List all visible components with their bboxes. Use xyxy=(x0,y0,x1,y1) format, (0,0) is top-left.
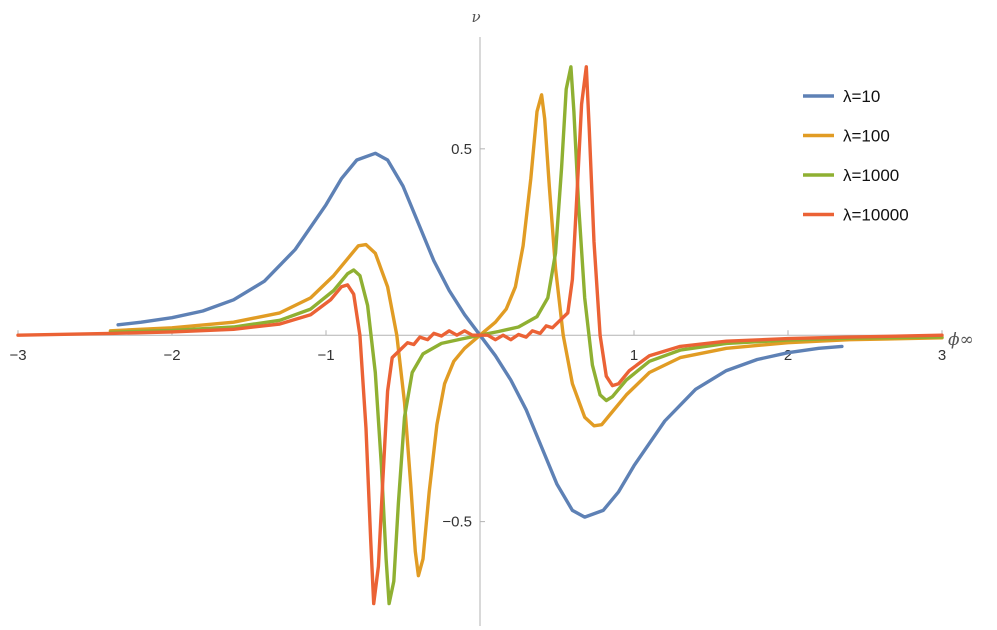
x-tick-label: −3 xyxy=(9,347,26,364)
legend-label: λ=1000 xyxy=(843,166,899,185)
x-tick-label: 3 xyxy=(938,347,946,364)
x-tick-label: −1 xyxy=(317,347,334,364)
x-tick-label: 1 xyxy=(630,347,638,364)
legend-label: λ=10000 xyxy=(843,206,909,225)
series-line-3 xyxy=(108,65,944,606)
legend-label: λ=10 xyxy=(843,87,880,106)
x-tick-label: 2 xyxy=(784,347,792,364)
x-axis-label: ϕ∞ xyxy=(948,330,974,350)
series-line-4 xyxy=(16,65,944,606)
legend: λ=10 λ=100 λ=1000 λ=10000 xyxy=(803,87,909,225)
ticks: −3 −2 −1 1 2 3 −0.5 0.5 xyxy=(9,141,946,531)
series-line-2 xyxy=(108,93,944,578)
y-axis-label: ν xyxy=(471,8,480,26)
y-tick-label: 0.5 xyxy=(451,141,472,158)
x-tick-label: −2 xyxy=(163,347,180,364)
y-tick-label: −0.5 xyxy=(442,514,472,531)
series-group xyxy=(16,65,944,606)
legend-label: λ=100 xyxy=(843,127,890,146)
